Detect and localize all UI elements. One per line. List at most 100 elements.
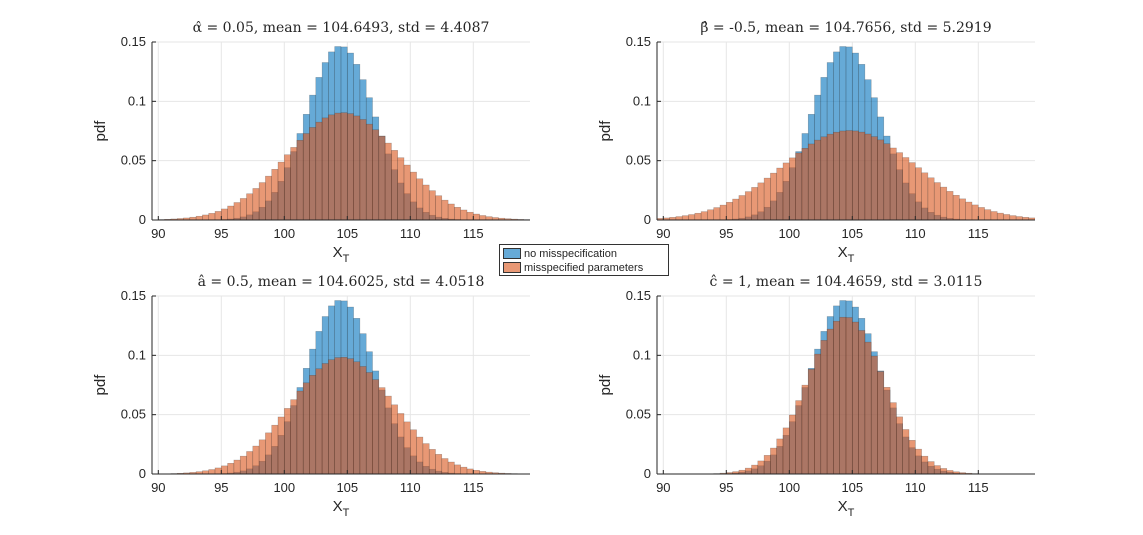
histogram-bar [946,191,954,220]
chart-panel-1: 90 95 100 105 110 115 0 0.05 0.1 0.15 α̂ = 0.05, m… [92,20,530,265]
histogram-bar [473,470,480,474]
histogram-bar [902,157,910,220]
x-tick-label: 105 [841,480,863,495]
y-axis-label: pdf [597,120,614,142]
histogram-bar [202,214,209,220]
histogram-bar [277,416,285,474]
histogram-bar [227,205,235,220]
histogram-bar [328,359,335,474]
x-tick-label: 100 [273,226,295,241]
histogram-bar [284,154,291,220]
histogram-bar [921,455,929,474]
histogram-bar [397,157,405,220]
histogram-bar [826,133,834,220]
histogram-bar [416,436,424,474]
histogram-bar [845,130,853,220]
histogram-bar [233,202,241,220]
histogram-bar [700,211,708,220]
histogram-bar [252,445,260,474]
histogram-bar [315,368,323,474]
series-misspecified-parameters [158,112,530,220]
y-tick-label: 0.15 [626,34,651,49]
histogram-bar [378,387,386,474]
histogram-bar [403,164,411,220]
histogram-bar [694,212,702,220]
histogram-bar [309,127,317,220]
x-axis-label: XT [838,498,855,519]
y-axis-label: pdf [597,374,614,396]
y-tick-label: 0 [644,212,651,227]
x-axis-label-main: X [333,498,343,515]
histogram-bar [410,171,417,220]
histogram-bar [940,186,948,220]
histogram-bar [302,382,310,474]
histogram-bar [669,217,677,220]
histogram-bar [221,465,228,474]
legend-item-no-misspecification: no misspecification [503,247,617,260]
x-axis-label-subscript: T [848,507,855,519]
legend-label: misspecified parameters [524,261,644,274]
histogram-bar [744,191,752,220]
histogram-bar [321,117,329,220]
histogram-bar [454,206,461,220]
x-tick-label: 90 [151,226,165,241]
histogram-bar [359,366,367,474]
histogram-bar [915,167,922,220]
histogram-bar [864,341,872,474]
x-tick-label: 115 [463,480,484,495]
histogram-bar [814,139,822,220]
histogram-bar [990,211,998,220]
histogram-bar [757,182,765,220]
histogram-bar [233,459,241,474]
histogram-bar [807,369,815,474]
series-misspecified-parameters [657,130,1035,220]
histogram-bar [296,139,304,220]
histogram-bar [422,184,430,220]
x-tick-label: 95 [719,480,733,495]
histogram-bar [744,467,752,474]
x-tick-label: 110 [905,226,926,241]
histogram-bar [359,119,367,220]
histogram-bar [208,469,216,474]
histogram-bar [814,353,822,474]
histogram-bar [284,408,291,474]
histogram-bar [675,216,683,220]
legend: no misspecification misspecified paramet… [499,244,669,276]
histogram-bar [466,468,474,474]
histogram-bar [883,387,891,474]
histogram-bar [965,201,973,220]
histogram-bar [795,400,803,474]
x-tick-label: 95 [719,226,733,241]
histogram-bar [466,211,474,220]
histogram-bar [1015,216,1023,220]
histogram-bar [416,178,424,220]
chart-panel-2: 90 95 100 105 110 115 0 0.05 0.1 0.15 β̂ = -0.5, m… [597,20,1035,265]
histogram-bar [302,133,310,220]
histogram-bar [940,468,948,474]
x-tick-label: 110 [400,480,421,495]
y-tick-label: 0.1 [128,347,146,362]
histogram-bar [889,402,897,474]
histogram-bar [441,458,449,474]
histogram-bar [347,113,354,220]
histogram-bar [265,175,272,220]
y-tick-label: 0.05 [121,153,146,168]
y-tick-label: 0.05 [121,407,146,422]
legend-label: no misspecification [524,247,617,260]
histogram-bar [1009,215,1017,220]
histogram-bar [959,198,966,220]
histogram-bar [921,172,929,220]
histogram-bar [833,131,840,220]
histogram-bar [889,147,897,220]
y-tick-label: 0.15 [121,34,146,49]
x-axis-label: XT [333,498,350,519]
histogram-bar [214,211,222,220]
histogram-bar [915,448,922,474]
histogram-bar [858,131,866,220]
x-tick-label: 105 [336,480,358,495]
histogram-bar [820,340,828,474]
histogram-bar [258,182,266,220]
histogram-bar [246,193,254,220]
histogram-bar [309,375,317,474]
histogram-bar [896,152,903,220]
